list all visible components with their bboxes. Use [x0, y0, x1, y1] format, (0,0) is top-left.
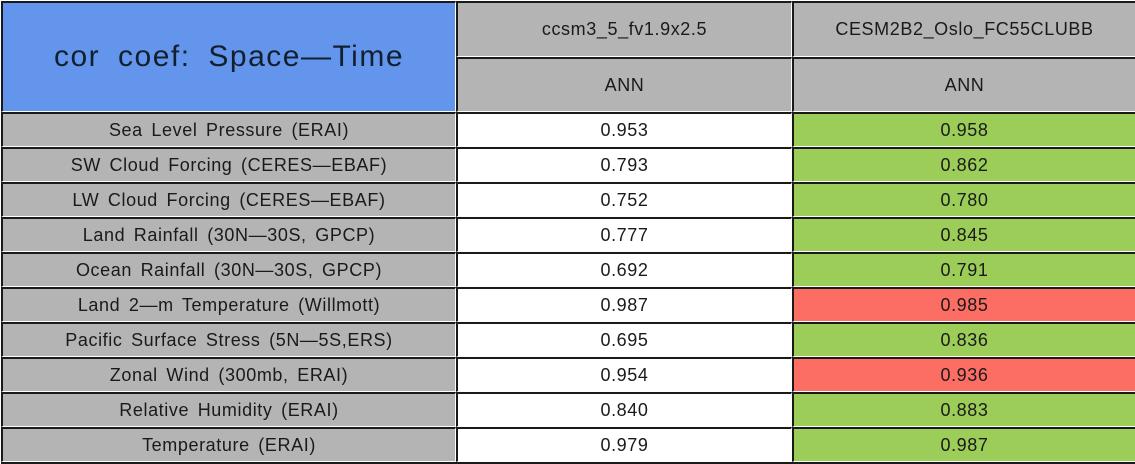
- model1-value: 0.979: [456, 427, 792, 462]
- model2-value: 0.845: [792, 217, 1135, 252]
- table-row: LW Cloud Forcing (CERES—EBAF) 0.752 0.78…: [1, 182, 1135, 217]
- model2-value: 0.791: [792, 252, 1135, 287]
- model2-value: 0.836: [792, 322, 1135, 357]
- model1-value: 0.777: [456, 217, 792, 252]
- variable-label: Relative Humidity (ERAI): [1, 392, 456, 427]
- model1-value: 0.695: [456, 322, 792, 357]
- variable-label: LW Cloud Forcing (CERES—EBAF): [1, 182, 456, 217]
- model2-value: 0.987: [792, 427, 1135, 462]
- table-row: Pacific Surface Stress (5N—5S,ERS) 0.695…: [1, 322, 1135, 357]
- model2-value: 0.958: [792, 112, 1135, 147]
- table-row: Land 2—m Temperature (Willmott) 0.987 0.…: [1, 287, 1135, 322]
- model1-value: 0.987: [456, 287, 792, 322]
- variable-label: SW Cloud Forcing (CERES—EBAF): [1, 147, 456, 182]
- table-title: cor coef: Space—Time: [1, 1, 456, 112]
- model1-header: ccsm3_5_fv1.9x2.5: [456, 1, 792, 57]
- model2-value: 0.985: [792, 287, 1135, 322]
- season-header-row: ANN ANN: [1, 57, 1135, 112]
- model2-value: 0.862: [792, 147, 1135, 182]
- model2-value: 0.780: [792, 182, 1135, 217]
- model1-value: 0.752: [456, 182, 792, 217]
- model1-season: ANN: [456, 57, 792, 112]
- model2-season: ANN: [792, 57, 1135, 112]
- variable-label: Ocean Rainfall (30N—30S, GPCP): [1, 252, 456, 287]
- variable-label: Pacific Surface Stress (5N—5S,ERS): [1, 322, 456, 357]
- table-row: Land Rainfall (30N—30S, GPCP) 0.777 0.84…: [1, 217, 1135, 252]
- model2-header: CESM2B2_Oslo_FC55CLUBB: [792, 1, 1135, 57]
- table-row: Ocean Rainfall (30N—30S, GPCP) 0.692 0.7…: [1, 252, 1135, 287]
- table-row: SW Cloud Forcing (CERES—EBAF) 0.793 0.86…: [1, 147, 1135, 182]
- model2-value: 0.936: [792, 357, 1135, 392]
- variable-label: Land 2—m Temperature (Willmott): [1, 287, 456, 322]
- table-row: Relative Humidity (ERAI) 0.840 0.883: [1, 392, 1135, 427]
- variable-label: Land Rainfall (30N—30S, GPCP): [1, 217, 456, 252]
- table-row: Zonal Wind (300mb, ERAI) 0.954 0.936: [1, 357, 1135, 392]
- model1-value: 0.953: [456, 112, 792, 147]
- model1-value: 0.793: [456, 147, 792, 182]
- model1-value: 0.954: [456, 357, 792, 392]
- variable-label: Sea Level Pressure (ERAI): [1, 112, 456, 147]
- variable-label: Zonal Wind (300mb, ERAI): [1, 357, 456, 392]
- model2-value: 0.883: [792, 392, 1135, 427]
- model1-value: 0.840: [456, 392, 792, 427]
- model-header-row: cor coef: Space—Time ccsm3_5_fv1.9x2.5 C…: [1, 1, 1135, 112]
- table-row: Sea Level Pressure (ERAI) 0.953 0.958: [1, 112, 1135, 147]
- variable-label: Temperature (ERAI): [1, 427, 456, 462]
- table-row: Temperature (ERAI) 0.979 0.987: [1, 427, 1135, 462]
- model1-value: 0.692: [456, 252, 792, 287]
